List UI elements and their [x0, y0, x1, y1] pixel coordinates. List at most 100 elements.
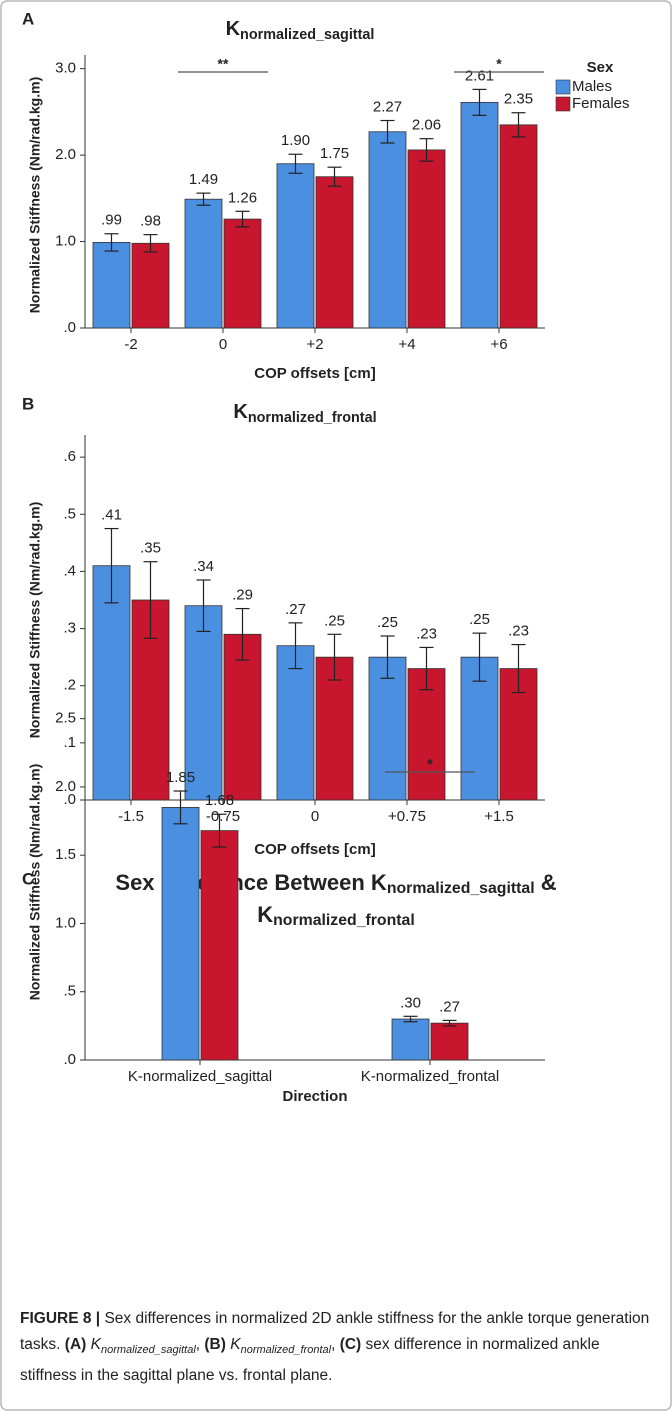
title-subscript: normalized_sagittal: [387, 880, 535, 897]
error-bar: [288, 153, 303, 174]
bar: [315, 656, 354, 801]
bar: [315, 176, 354, 329]
y-tick-label: .5: [63, 505, 76, 522]
data-label: 1.68: [205, 792, 234, 809]
bar: [460, 101, 499, 329]
error-bar: [380, 119, 395, 144]
caption-text: (B): [204, 1336, 226, 1353]
caption-text: FIGURE 8 |: [20, 1310, 101, 1327]
y-tick-label: .0: [63, 319, 76, 336]
y-tick-label: .1: [63, 734, 76, 751]
data-label: 2.61: [465, 67, 494, 84]
error-bar: [104, 527, 119, 604]
error-bar: [235, 210, 250, 228]
caption-text: normalized_frontal: [241, 1344, 332, 1356]
error-bar: [511, 112, 526, 138]
chart-title: Knormalized_frontal: [257, 902, 415, 929]
data-label: 2.27: [373, 98, 402, 115]
error-bar: [288, 622, 303, 670]
data-label: 2.06: [412, 117, 441, 134]
data-label: .34: [193, 558, 214, 575]
x-axis-title: Direction: [282, 1088, 347, 1105]
title-text: K: [233, 401, 248, 423]
error-bar: [403, 1015, 418, 1023]
y-tick-label: .0: [63, 1051, 76, 1068]
data-label: .25: [469, 611, 490, 628]
caption-subscript: normalized_sagittal: [100, 1344, 196, 1357]
bar: [161, 807, 200, 1061]
y-tick-label: .5: [63, 983, 76, 1000]
data-label: .25: [324, 612, 345, 629]
x-tick-label: +0.75: [388, 808, 426, 825]
y-tick-label: 1.5: [55, 846, 76, 863]
caption-text: K: [86, 1336, 101, 1353]
y-tick-label: .2: [63, 677, 76, 694]
error-bar: [196, 579, 211, 633]
caption-text: ,: [331, 1336, 340, 1353]
error-bar: [419, 138, 434, 162]
x-tick-label: -2: [124, 336, 137, 353]
legend-label: Females: [572, 95, 630, 112]
data-label: .23: [508, 623, 529, 640]
data-label: .41: [101, 507, 122, 524]
x-tick-label: -1.5: [118, 808, 144, 825]
legend-label: Males: [572, 78, 612, 95]
error-bar: [104, 233, 119, 252]
error-bar: [196, 192, 211, 206]
data-label: 1.49: [189, 171, 218, 188]
caption-text: (C): [339, 1336, 362, 1353]
x-tick-label: K-normalized_frontal: [361, 1068, 499, 1085]
title-text: K: [257, 902, 273, 927]
bar: [391, 1018, 430, 1061]
bar: [92, 242, 131, 329]
bar: [223, 633, 262, 801]
y-tick-label: .0: [63, 791, 76, 808]
y-tick-label: 3.0: [55, 60, 76, 77]
data-label: 1.75: [320, 145, 349, 162]
error-bar: [143, 561, 158, 639]
chart-title: Knormalized_sagittal: [226, 18, 375, 43]
significance-mark: *: [496, 56, 502, 72]
caption-text: Sex differences in normalized 2D ankle s…: [20, 1310, 650, 1353]
data-label: .23: [416, 625, 437, 642]
data-label: .99: [101, 212, 122, 229]
bar: [368, 131, 407, 329]
error-bar: [442, 1019, 457, 1027]
y-axis-title: Normalized Stiffness (Nm/rad.kg.m): [27, 764, 43, 1001]
error-bar: [327, 633, 342, 681]
y-tick-label: 2.5: [55, 710, 76, 727]
x-axis-title: COP offsets [cm]: [254, 365, 375, 382]
panel-label: C: [22, 869, 34, 888]
y-tick-label: 2.0: [55, 146, 76, 163]
data-label: .25: [377, 614, 398, 631]
error-bar: [143, 234, 158, 253]
bar: [200, 830, 239, 1061]
significance-mark: **: [218, 56, 229, 72]
y-tick-label: 1.0: [55, 233, 76, 250]
x-axis-title: COP offsets [cm]: [254, 841, 375, 858]
legend-swatch: [555, 96, 571, 112]
panel-label: A: [22, 9, 34, 28]
caption-text: ,: [195, 1336, 205, 1353]
error-bar: [419, 646, 434, 691]
error-bar: [472, 88, 487, 116]
title-text: K: [226, 18, 241, 40]
y-tick-label: 1.0: [55, 914, 76, 931]
caption-text: sex difference in normalized ankle stiff…: [20, 1336, 600, 1385]
error-bar: [235, 607, 250, 661]
y-tick-label: .4: [63, 562, 76, 579]
bar: [499, 124, 538, 329]
data-label: .29: [232, 587, 253, 604]
x-tick-label: -0.75: [206, 808, 240, 825]
bar: [276, 645, 315, 801]
x-tick-label: +6: [490, 336, 507, 353]
title-subscript: normalized_frontal: [248, 410, 377, 426]
x-tick-label: +2: [306, 336, 323, 353]
data-label: 1.85: [166, 769, 195, 786]
x-tick-label: +4: [398, 336, 415, 353]
y-tick-label: .6: [63, 448, 76, 465]
error-bar: [212, 813, 227, 848]
